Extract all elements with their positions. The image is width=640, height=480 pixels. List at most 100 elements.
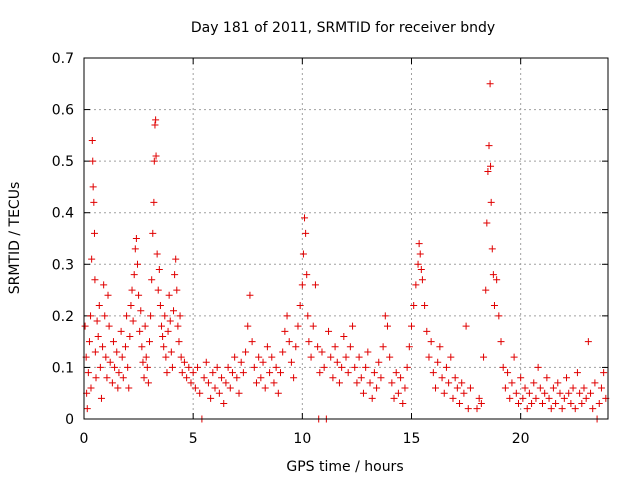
x-axis-label: GPS time / hours xyxy=(286,459,403,475)
data-point xyxy=(462,322,470,330)
data-point xyxy=(194,363,202,371)
data-point xyxy=(103,374,111,382)
data-point xyxy=(173,286,181,294)
data-point xyxy=(325,327,333,335)
data-point xyxy=(415,240,423,248)
data-point xyxy=(207,394,215,402)
data-point xyxy=(305,338,313,346)
data-point xyxy=(379,343,387,351)
y-tick-label: 0.5 xyxy=(52,154,74,170)
data-point xyxy=(165,291,173,299)
data-point xyxy=(512,389,520,397)
data-point xyxy=(517,374,525,382)
data-point xyxy=(353,379,361,387)
data-points xyxy=(81,80,610,423)
data-point xyxy=(85,338,93,346)
data-point xyxy=(504,369,512,377)
y-tick-label: 0.7 xyxy=(52,51,74,67)
data-point xyxy=(99,343,107,351)
data-point xyxy=(136,327,144,335)
data-point xyxy=(90,229,98,237)
data-point xyxy=(484,167,492,175)
x-tick-label: 10 xyxy=(293,431,311,447)
data-point xyxy=(151,121,159,129)
data-point xyxy=(202,358,210,366)
data-point xyxy=(329,374,337,382)
data-point xyxy=(233,374,241,382)
data-point xyxy=(486,80,494,88)
data-point xyxy=(149,229,157,237)
data-point xyxy=(170,307,178,315)
data-point xyxy=(158,322,166,330)
data-point xyxy=(506,394,514,402)
data-point xyxy=(397,374,405,382)
data-point xyxy=(87,384,95,392)
data-point xyxy=(257,374,265,382)
data-point xyxy=(475,394,483,402)
data-point xyxy=(187,379,195,387)
data-point xyxy=(547,405,555,413)
data-point xyxy=(283,312,291,320)
data-point xyxy=(418,276,426,284)
data-point xyxy=(311,281,319,289)
data-point xyxy=(495,312,503,320)
data-point xyxy=(246,291,254,299)
data-point xyxy=(567,400,575,408)
data-point xyxy=(571,405,579,413)
data-point xyxy=(464,405,472,413)
data-point xyxy=(130,271,138,279)
data-point xyxy=(94,332,102,340)
data-point xyxy=(200,374,208,382)
data-point xyxy=(114,384,122,392)
data-point xyxy=(126,332,134,340)
data-point xyxy=(501,384,509,392)
plot-frame xyxy=(83,57,609,420)
data-point xyxy=(493,276,501,284)
data-point xyxy=(176,312,184,320)
data-point xyxy=(87,312,95,320)
data-point xyxy=(549,384,557,392)
data-point xyxy=(150,157,158,165)
data-point xyxy=(277,369,284,377)
data-point xyxy=(301,214,309,222)
data-point xyxy=(307,353,315,361)
data-point xyxy=(162,353,170,361)
data-point xyxy=(167,348,175,356)
x-tick-label: 20 xyxy=(512,431,530,447)
data-point xyxy=(558,405,566,413)
data-point xyxy=(416,250,424,258)
data-point xyxy=(266,369,274,377)
data-point xyxy=(386,353,394,361)
data-point xyxy=(453,384,461,392)
data-point xyxy=(109,338,117,346)
data-point xyxy=(534,363,542,371)
data-point xyxy=(137,307,145,315)
data-point xyxy=(405,343,413,351)
data-point xyxy=(425,353,433,361)
chart-title: Day 181 of 2011, SRMTID for receiver bnd… xyxy=(191,20,495,36)
data-point xyxy=(152,116,160,124)
data-point xyxy=(584,338,592,346)
data-point xyxy=(477,400,485,408)
data-point xyxy=(119,374,127,382)
data-point xyxy=(349,322,357,330)
data-point xyxy=(578,400,586,408)
data-point xyxy=(138,343,146,351)
data-point xyxy=(335,379,343,387)
x-tick-label: 5 xyxy=(189,431,198,447)
data-point xyxy=(340,332,348,340)
data-point xyxy=(563,374,571,382)
y-axis-ticks: 0 0.1 0.2 0.3 0.4 0.5 0.6 0.7 xyxy=(52,51,608,428)
data-point xyxy=(239,369,247,377)
data-point xyxy=(587,389,595,397)
y-tick-label: 0.1 xyxy=(52,360,74,376)
data-point xyxy=(304,312,312,320)
data-point xyxy=(211,384,219,392)
data-point xyxy=(440,389,448,397)
data-point xyxy=(125,384,133,392)
data-point xyxy=(177,353,185,361)
data-point xyxy=(316,369,324,377)
data-point xyxy=(480,353,488,361)
data-point xyxy=(580,384,588,392)
